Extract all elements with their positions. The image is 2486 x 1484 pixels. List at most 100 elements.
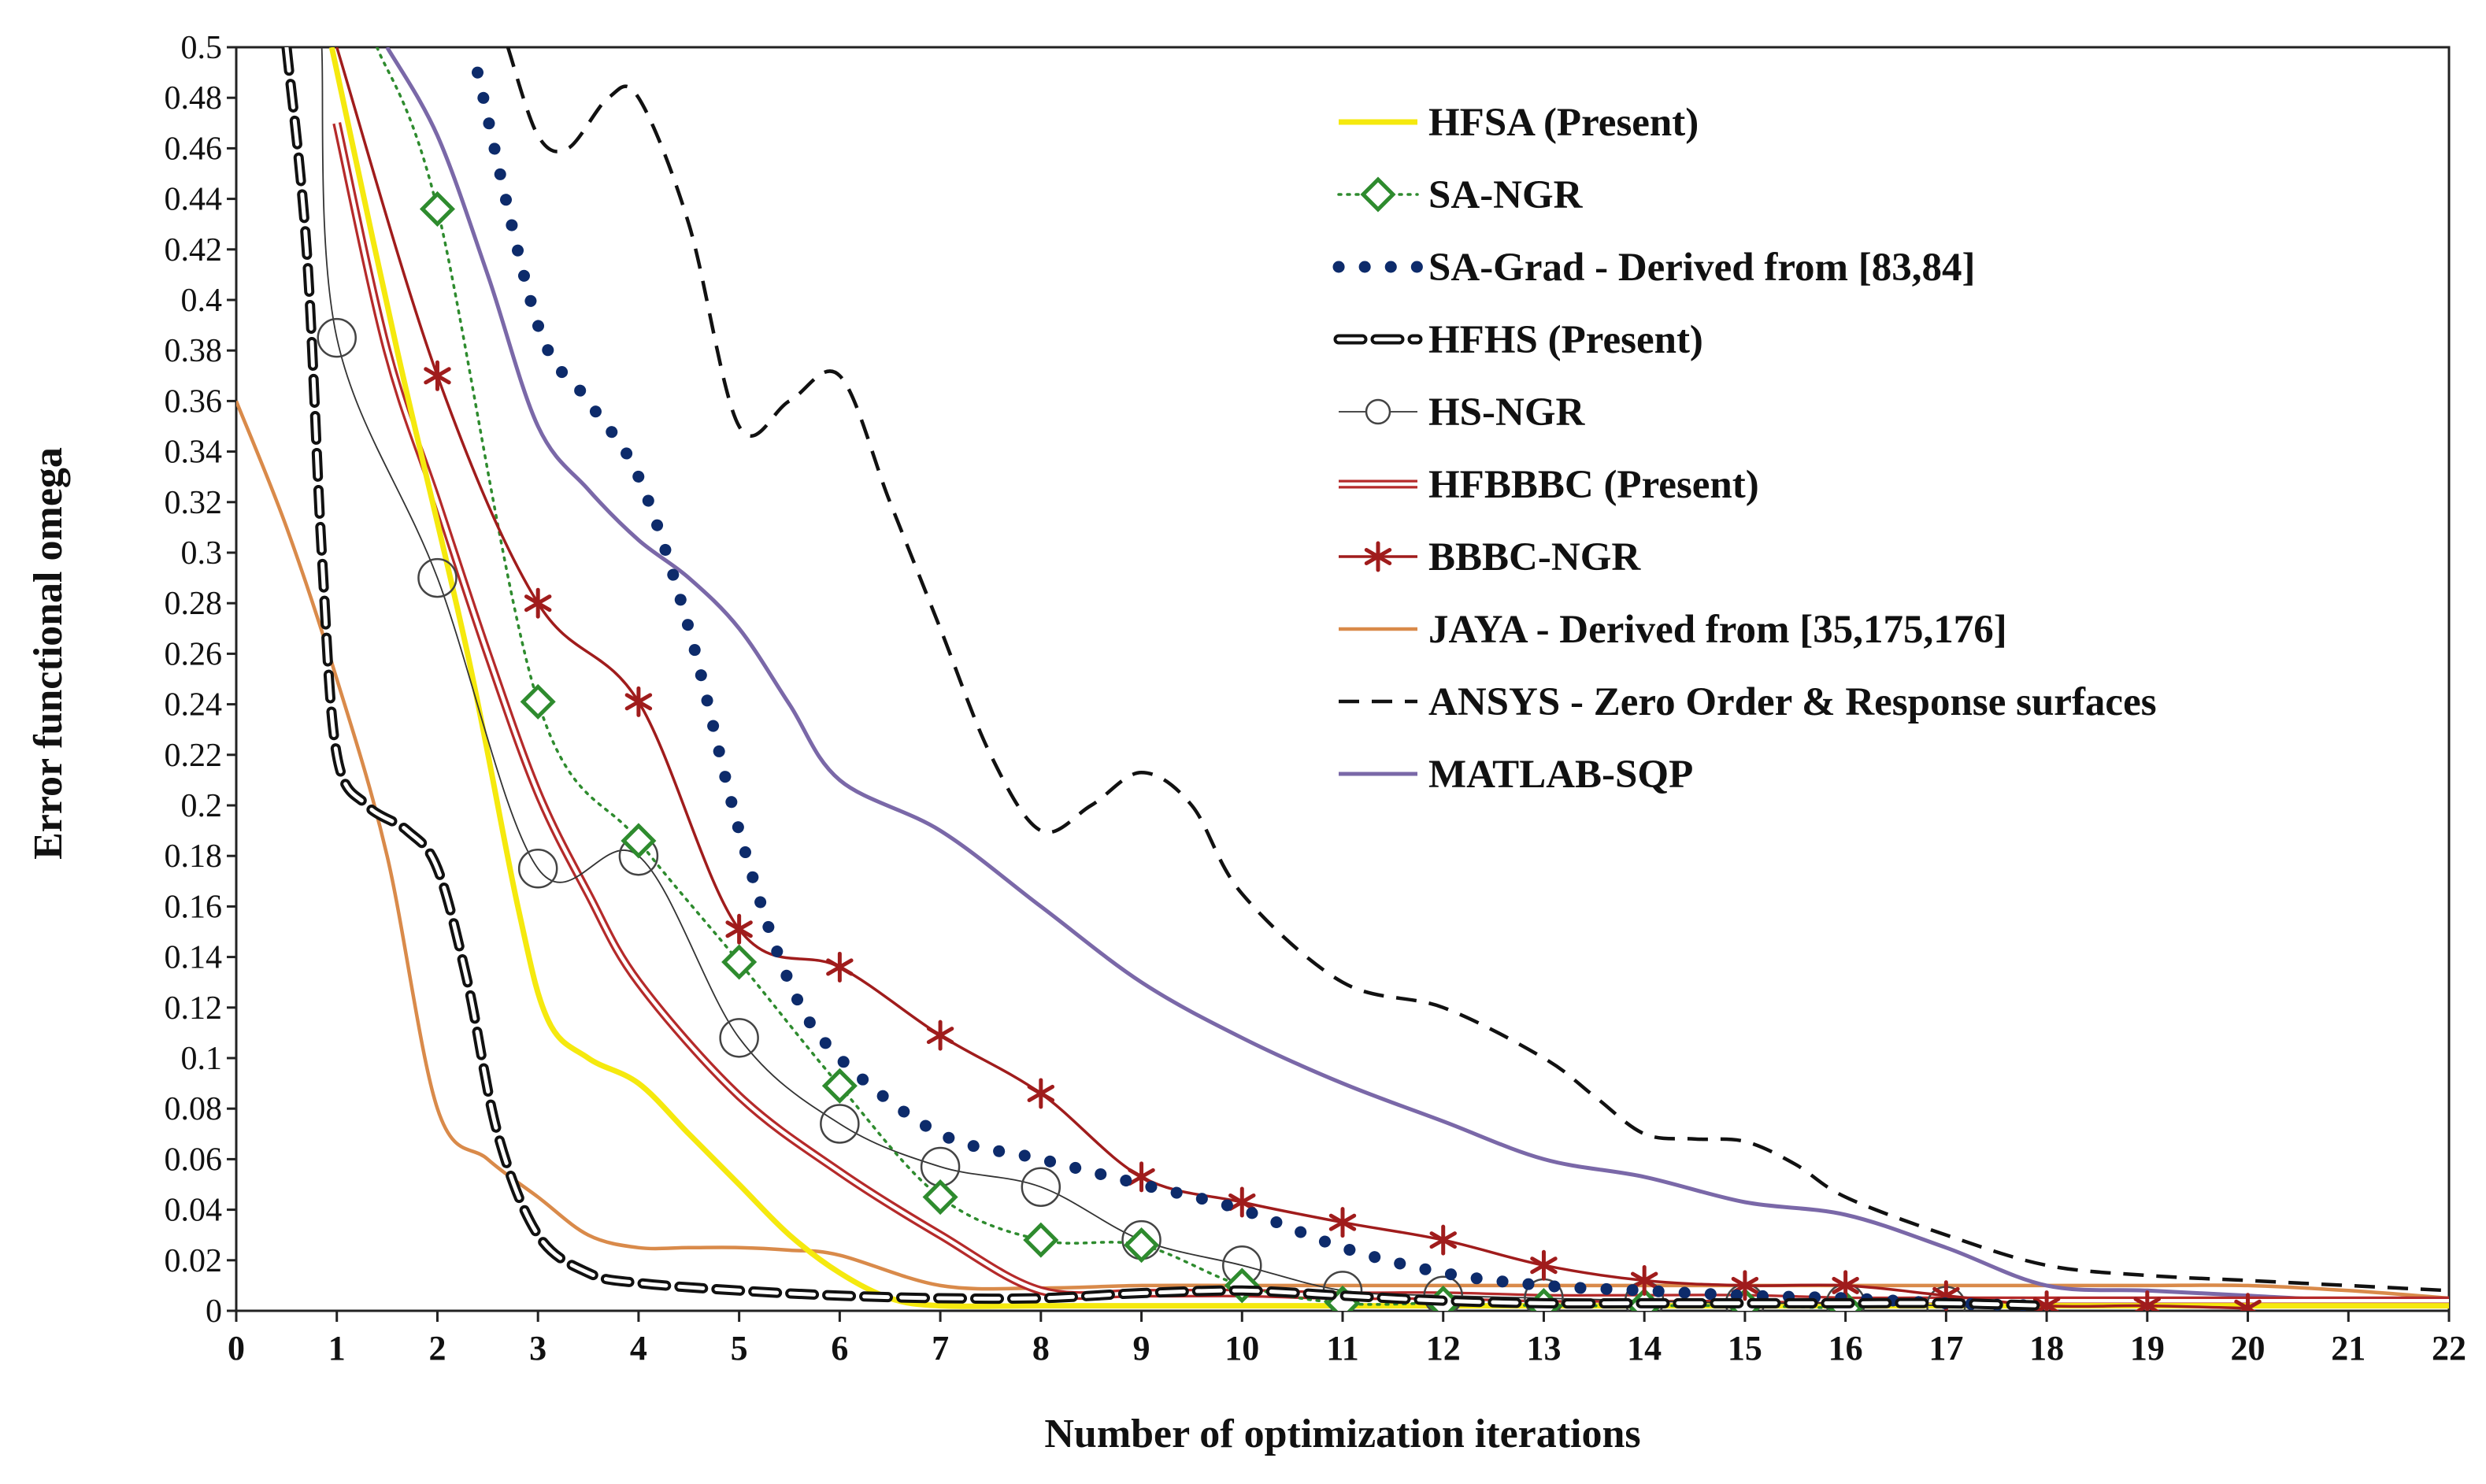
x-tick-label: 1 [328,1329,346,1367]
data-point [719,1018,759,1058]
data-point [2032,1290,2061,1311]
star-stroke [1364,548,1392,565]
legend-item: JAYA - Derived from [35,175,176] [1339,608,2007,652]
star-stroke [2133,1297,2160,1311]
y-tick-label: 0.42 [165,232,223,268]
y-tick-label: 0.34 [165,435,223,471]
x-tick-label: 8 [1032,1329,1050,1367]
star-stroke [2032,1297,2060,1311]
x-tick-label: 7 [932,1329,949,1367]
legend-label: SA-NGR [1428,173,1584,217]
data-point [1360,176,1396,213]
legend-label: BBBC-NGR [1428,535,1641,579]
x-tick-label: 18 [2029,1329,2064,1367]
series-ansys-zero-order-response-surfaces [506,47,2449,1293]
y-tick-label: 0.06 [165,1142,223,1178]
y-tick-label: 0.26 [165,636,223,672]
x-axis-title: Number of optimization iterations [1044,1412,1640,1456]
y-tick-label: 0.18 [165,838,223,875]
y-tick-label: 0.36 [165,383,223,420]
series-line [376,47,1847,1310]
series-jaya-derived-from-35-175-176 [236,400,2449,1301]
legend-item: HFBBBC (Present) [1339,463,1759,507]
data-point [1021,1167,1061,1207]
y-tick-label: 0.16 [165,889,223,925]
y-tick-label: 0.1 [181,1041,223,1077]
y-tick-label: 0.38 [165,333,223,369]
data-point [1530,1249,1558,1281]
data-point [725,913,753,945]
legend-label: HFBBBC (Present) [1428,463,1759,507]
star-stroke [725,920,753,938]
series-line [284,47,2049,1308]
series-line [320,47,1947,1307]
x-tick-label: 10 [1224,1329,1259,1367]
star-stroke [524,594,552,612]
legend-item: SA-Grad - Derived from [83,84] [1332,246,1976,290]
y-tick-label: 0.44 [165,182,223,218]
data-point [1023,1222,1059,1258]
star-stroke [1630,1271,1658,1290]
y-tick-label: 0.48 [165,80,223,117]
data-point [1228,1186,1256,1218]
data-point [424,360,451,391]
data-point [1124,1227,1160,1264]
series-line [281,47,2052,1311]
x-tick-label: 12 [1426,1329,1461,1367]
x-tick-label: 20 [2231,1329,2266,1367]
x-tick-label: 11 [1326,1329,1359,1367]
data-point [419,191,455,227]
legend-label: HFHS (Present) [1428,318,1703,362]
data-point [520,683,556,720]
y-tick-label: 0.46 [165,131,223,167]
y-tick-label: 0.04 [165,1193,223,1229]
x-tick-label: 3 [529,1329,546,1367]
data-point [821,1068,858,1104]
legend-item: MATLAB-SQP [1339,753,1693,797]
y-axis-title: Error functional omega [26,447,71,860]
data-point [2133,1290,2162,1311]
legend-label: ANSYS - Zero Order & Response surfaces [1428,680,2157,724]
data-point [721,944,758,980]
star-stroke [1832,1276,1859,1294]
y-tick-label: 0.28 [165,586,223,622]
data-point [926,1020,954,1051]
series-line [506,47,2449,1293]
data-point [820,1104,860,1144]
star-stroke [1429,1231,1457,1249]
legend-item: HS-NGR [1339,390,1586,435]
data-point [1027,1078,1055,1109]
y-tick-label: 0.08 [165,1091,223,1127]
x-tick-label: 16 [1828,1329,1863,1367]
axes: 0 0.02 0.04 0.06 0.08 0.1 0.12 0.14 0.16 0.18 0.2 0… [165,30,2467,1367]
data-point [524,587,552,619]
y-tick-label: 0.3 [181,535,223,572]
series-line [335,47,2248,1310]
y-tick-label: 0.02 [165,1243,223,1279]
x-tick-label: 21 [2331,1329,2366,1367]
legend-item: HFSA (Present) [1339,101,1699,145]
legend-item: ANSYS - Zero Order & Response surfaces [1339,680,2157,724]
star-stroke [1027,1084,1055,1102]
series-line [385,47,2449,1305]
legend-label: JAYA - Derived from [35,175,176] [1428,608,2007,652]
series-hfsa-present [328,47,2449,1309]
plot-frame [235,46,2451,1312]
star-stroke [826,958,854,976]
data-point [417,557,458,598]
x-tick-label: 5 [731,1329,748,1367]
x-tick-label: 6 [831,1329,848,1367]
legend-item: BBBC-NGR [1339,535,1641,579]
star-stroke [2234,1299,2257,1311]
series-hfhs-present [281,47,2052,1311]
y-tick-label: 0.5 [181,30,223,66]
star-stroke [926,1027,954,1045]
legend: HFSA (Present) SA-NGR SA-Grad - Derived fr… [1332,101,2157,797]
x-tick-label: 17 [1928,1329,1963,1367]
data-point [922,1179,958,1216]
y-tick-label: 0.24 [165,687,223,723]
y-tick-label: 0.14 [165,940,223,976]
star-stroke [1530,1256,1558,1275]
legend-item: SA-NGR [1337,173,1584,217]
series-line [236,400,2449,1301]
